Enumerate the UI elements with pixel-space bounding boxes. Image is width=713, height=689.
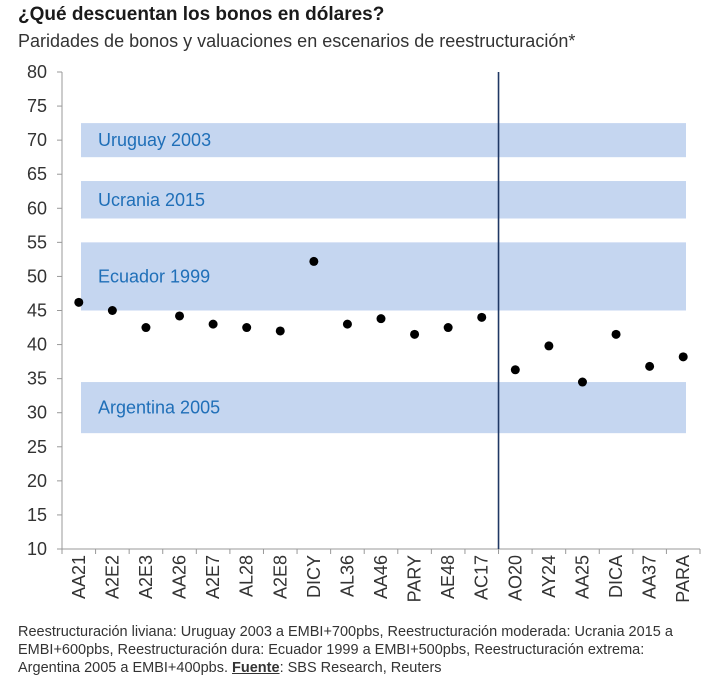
x-tick-label-ao20: AO20 (505, 555, 525, 601)
data-point-al28 (242, 323, 252, 333)
x-tick-label-a2e7: A2E7 (203, 555, 223, 599)
x-tick-label-aa21: AA21 (69, 555, 89, 599)
x-tick-label-ac17: AC17 (472, 555, 492, 600)
x-tick-label-pary: PARY (405, 555, 425, 602)
data-point-aa46 (376, 314, 386, 324)
x-tick-label-para: PARA (673, 555, 693, 603)
x-tick-label-aa46: AA46 (371, 555, 391, 599)
x-tick-label-aa37: AA37 (640, 555, 660, 599)
data-point-ac17 (477, 312, 487, 322)
band-ucrania-2015 (81, 181, 686, 219)
x-tick-label-dica: DICA (606, 555, 626, 598)
x-tick-label-al28: AL28 (237, 555, 257, 597)
data-point-aa25 (577, 377, 587, 387)
data-point-pary (410, 329, 420, 339)
chart-title: ¿Qué descuentan los bonos en dólares? (18, 4, 385, 25)
band-label-uruguay-2003: Uruguay 2003 (98, 130, 211, 150)
scatter-chart: Uruguay 2003 Ucrania 2015 Ecuador 1999 Arge… (27, 62, 701, 603)
source-label: Fuente (232, 660, 280, 676)
y-tick-label: 35 (27, 369, 47, 389)
data-point-dica (611, 329, 621, 339)
source-text: : SBS Research, Reuters (279, 660, 442, 676)
band-argentina-2005 (81, 382, 686, 434)
x-tick-label-al36: AL36 (337, 555, 357, 597)
chart-subtitle: Paridades de bonos y valuaciones en esce… (18, 31, 576, 51)
scenario-bands: Uruguay 2003 Ucrania 2015 Ecuador 1999 Arge… (81, 123, 686, 434)
band-ecuador-1999 (81, 242, 686, 311)
y-tick-label: 25 (27, 437, 47, 457)
y-tick-label: 10 (27, 539, 47, 559)
y-tick-label: 80 (27, 62, 47, 82)
y-tick-label: 45 (27, 301, 47, 321)
data-point-ao20 (510, 365, 520, 375)
y-tick-label: 30 (27, 403, 47, 423)
y-tick-label: 40 (27, 335, 47, 355)
footnote-text: Reestructuración liviana: Uruguay 2003 a… (18, 624, 673, 676)
data-point-aa26 (175, 311, 185, 321)
x-tick-label-ae48: AE48 (438, 555, 458, 599)
y-axis-ticks: 10 15 20 25 30 35 40 45 50 55 60 65 70 75 80 (27, 62, 62, 559)
x-axis-ticks: AA21 A2E2 A2E3 AA26 A2E7 AL28 A2E8 DICY AL36 AA46… (61, 549, 701, 603)
x-tick-label-a2e2: A2E2 (102, 555, 122, 599)
footnote: Reestructuración liviana: Uruguay 2003 a… (18, 623, 703, 677)
data-point-a2e3 (141, 323, 151, 333)
data-point-ae48 (443, 323, 453, 333)
y-tick-label: 20 (27, 471, 47, 491)
band-label-argentina-2005: Argentina 2005 (98, 398, 220, 418)
x-tick-label-a2e3: A2E3 (136, 555, 156, 599)
band-uruguay-2003 (81, 123, 686, 158)
y-tick-label: 65 (27, 164, 47, 184)
x-tick-label-aa25: AA25 (572, 555, 592, 599)
x-tick-label-aa26: AA26 (170, 555, 190, 599)
band-label-ucrania-2015: Ucrania 2015 (98, 190, 205, 210)
data-point-aa37 (645, 361, 655, 371)
y-tick-label: 75 (27, 96, 47, 116)
data-point-a2e8 (275, 326, 285, 336)
y-tick-label: 15 (27, 505, 47, 525)
y-tick-label: 70 (27, 130, 47, 150)
data-point-a2e2 (107, 306, 117, 315)
data-points (74, 256, 688, 387)
y-tick-label: 60 (27, 198, 47, 218)
data-point-dicy (309, 256, 319, 266)
x-tick-label-dicy: DICY (304, 555, 324, 598)
data-point-para (678, 352, 688, 362)
data-point-aa21 (74, 297, 84, 307)
data-point-ay24 (544, 341, 554, 351)
y-tick-label: 55 (27, 232, 47, 252)
x-tick-label-a2e8: A2E8 (270, 555, 290, 599)
band-label-ecuador-1999: Ecuador 1999 (98, 266, 210, 286)
y-tick-label: 50 (27, 266, 47, 286)
x-tick-label-ay24: AY24 (539, 555, 559, 598)
data-point-a2e7 (208, 319, 218, 329)
data-point-al36 (342, 319, 352, 329)
